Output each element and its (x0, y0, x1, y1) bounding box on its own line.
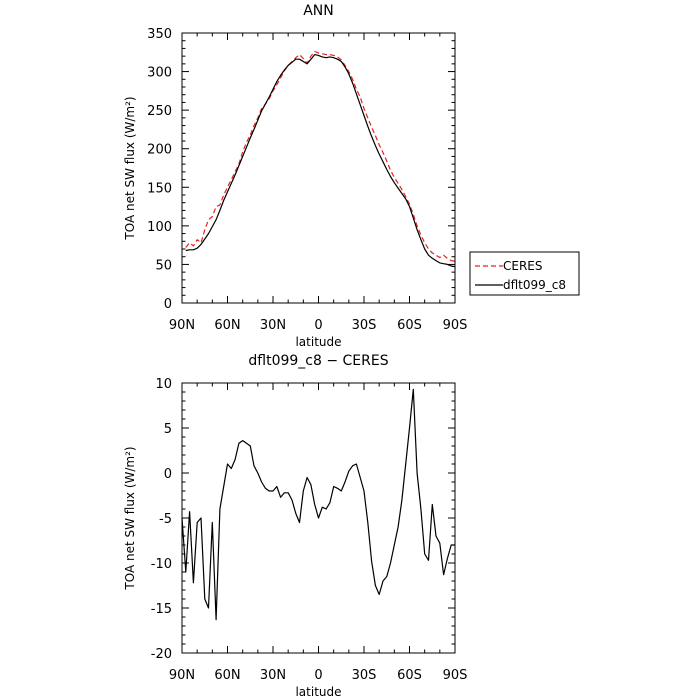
chart-title: dflt099_c8 − CERES (248, 353, 388, 369)
x-tick-label: 60N (214, 668, 240, 683)
x-axis-label: latitude (295, 685, 341, 699)
y-tick-label: -10 (151, 557, 172, 572)
legend-box (469, 251, 580, 296)
y-tick-label: 50 (155, 258, 172, 273)
bottom-chart-difference: -20 -15 -10 -5 0 5 10 90N 60N 30N 0 30S 60S 90S dflt0… (123, 353, 467, 699)
y-tick-label: 250 (147, 104, 172, 119)
y-tick-label: 200 (147, 143, 172, 158)
axis-ticks (181, 382, 456, 654)
y-tick-label: -5 (159, 512, 172, 527)
legend-label-model: dflt099_c8 (503, 278, 566, 292)
x-tick-label: 90S (443, 668, 468, 683)
x-tick-label: 0 (314, 318, 322, 333)
x-tick-label: 90S (443, 318, 468, 333)
x-tick-label: 30N (260, 318, 286, 333)
y-tick-label: 100 (147, 220, 172, 235)
top-chart-mean-flux: 0 50 100 150 200 250 300 350 90N 60N 30N 0 30S 60S 90S… (123, 3, 580, 349)
x-tick-label: 30N (260, 668, 286, 683)
y-tick-label: 150 (147, 181, 172, 196)
x-tick-label: 0 (314, 668, 322, 683)
y-axis-label: TOA net SW flux (W/m²) (123, 446, 137, 590)
tick-labels: -20 -15 -10 -5 0 5 10 90N 60N 30N 0 30S 60S 90S (151, 377, 468, 683)
y-tick-label: 10 (155, 377, 172, 392)
axis-ticks (181, 32, 456, 304)
legend-label-ceres: CERES (503, 259, 543, 273)
series-line-dflt099-c8 (185, 53, 456, 268)
tick-labels: 0 50 100 150 200 250 300 350 90N 60N 30N 0 30S 60S 90S (147, 27, 467, 333)
x-tick-label: 30S (352, 668, 377, 683)
y-tick-label: 0 (164, 467, 172, 482)
x-tick-label: 60N (214, 318, 240, 333)
x-tick-label: 90N (169, 318, 195, 333)
y-tick-label: 300 (147, 66, 172, 81)
legend: CERES dflt099_c8 (469, 251, 580, 296)
y-tick-label: 350 (147, 27, 172, 42)
chart-title: ANN (303, 3, 334, 19)
x-tick-label: 90N (169, 668, 195, 683)
series-lines (185, 50, 456, 268)
y-tick-label: 0 (164, 297, 172, 312)
y-tick-label: -20 (151, 647, 172, 662)
y-axis-label: TOA net SW flux (W/m²) (123, 96, 137, 240)
series-line-diff-0 (181, 388, 455, 621)
x-tick-label: 60S (397, 668, 422, 683)
x-axis-label: latitude (295, 335, 341, 349)
y-tick-label: 5 (164, 422, 172, 437)
series-line-ceres (185, 50, 456, 262)
series-lines (181, 388, 455, 621)
x-tick-label: 30S (352, 318, 377, 333)
y-tick-label: -15 (151, 602, 172, 617)
x-tick-label: 60S (397, 318, 422, 333)
plot-frame (181, 32, 456, 304)
